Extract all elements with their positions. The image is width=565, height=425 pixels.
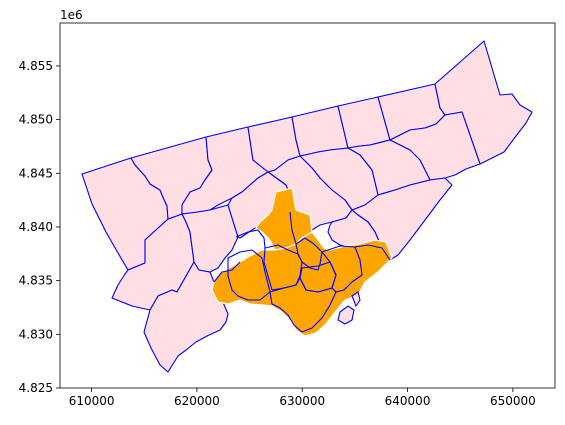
district-border: [289, 211, 297, 245]
y-tick-label: 4.850: [19, 113, 53, 127]
highlight-polygon: [211, 231, 393, 337]
axes-frame: [59, 22, 556, 389]
inner-border-layer: [213, 211, 391, 333]
x-tick-label: 610000: [69, 394, 115, 408]
district-polygon: [181, 204, 239, 273]
x-tick-label: 620000: [174, 394, 220, 408]
y-tick-label: 4.825: [19, 381, 53, 395]
island-polygon: [351, 291, 361, 308]
y-tick-label: 4.845: [19, 166, 53, 180]
district-border: [269, 277, 337, 333]
district-border: [213, 261, 241, 283]
district-layer: [81, 40, 533, 373]
y-tick-label: 4.830: [19, 327, 53, 341]
district-polygon: [143, 261, 229, 373]
y-offset-label: 1e6: [60, 8, 83, 22]
district-border: [235, 229, 266, 249]
x-tick-label: 630000: [279, 394, 325, 408]
district-border: [295, 237, 323, 271]
y-tick-label: 4.835: [19, 274, 53, 288]
island-layer: [337, 291, 361, 325]
district-border: [321, 245, 363, 293]
y-axis: 4.825 4.830 4.835 4.840 4.845 4.850 4.855: [19, 59, 60, 395]
x-tick-label: 640000: [385, 394, 431, 408]
island-polygon: [337, 305, 355, 325]
x-axis: 610000 620000 630000 640000 650000: [69, 388, 536, 408]
x-tick-label: 650000: [490, 394, 536, 408]
district-border: [227, 249, 271, 301]
district-border: [354, 244, 391, 261]
y-tick-label: 4.855: [19, 59, 53, 73]
y-tick-label: 4.840: [19, 220, 53, 234]
